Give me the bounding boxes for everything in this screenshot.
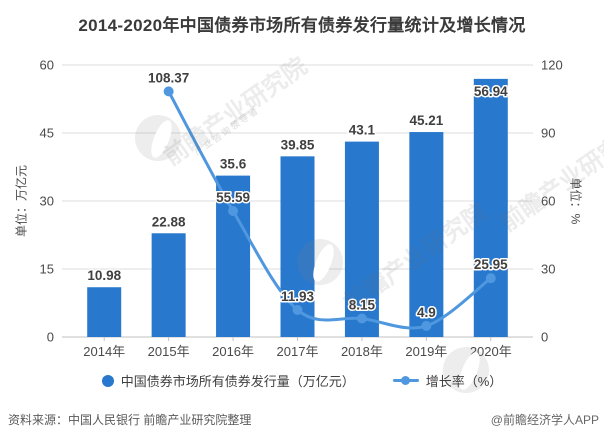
left-tick-label: 45 xyxy=(40,126,54,141)
right-axis-title: 单位：% xyxy=(568,177,583,225)
x-tick-label: 2016年 xyxy=(212,344,254,359)
right-tick-label: 0 xyxy=(541,330,548,345)
bar-value-label: 56.94 xyxy=(474,84,508,99)
legend-line-label: 增长率（%） xyxy=(425,374,503,389)
chart-title: 2014-2020年中国债券市场所有债券发行量统计及增长情况 xyxy=(78,16,526,35)
line-point xyxy=(163,86,174,97)
bar-value-label: 43.1 xyxy=(349,123,376,138)
watermark-logo-icon xyxy=(443,347,489,393)
bar xyxy=(151,233,186,337)
line-point xyxy=(356,313,367,324)
bar-value-label: 22.88 xyxy=(152,214,186,229)
x-tick-label: 2018年 xyxy=(341,344,383,359)
legend-item-growth: 增长率（%） xyxy=(392,371,503,390)
right-tick-label: 60 xyxy=(541,194,555,209)
data-source-text: 资料来源：中国人民银行 前瞻产业研究院整理 xyxy=(8,413,252,427)
bar-value-label: 35.6 xyxy=(220,157,247,172)
legend-line-marker-icon xyxy=(392,376,419,385)
line-point xyxy=(485,273,496,284)
bar-value-label: 39.85 xyxy=(281,137,315,152)
bar-value-label: 45.21 xyxy=(409,113,443,128)
line-value-label: 108.37 xyxy=(148,70,189,85)
bar xyxy=(87,287,122,337)
growth-line xyxy=(167,89,493,330)
right-tick-label: 90 xyxy=(541,126,555,141)
legend-bar-label: 中国债券市场所有债券发行量（万亿元） xyxy=(120,374,355,389)
line-value-label: 55.59 xyxy=(216,190,250,205)
line-point xyxy=(292,304,303,315)
legend-bar-marker-icon xyxy=(101,374,114,387)
right-tick-label: 120 xyxy=(541,58,563,73)
left-axis-title: 单位：万亿元 xyxy=(14,164,29,238)
bar-value-label: 10.98 xyxy=(87,268,121,283)
line-value-label: 4.9 xyxy=(417,305,436,320)
x-tick-label: 2015年 xyxy=(148,344,190,359)
left-tick-label: 15 xyxy=(40,262,54,277)
line-value-label: 11.93 xyxy=(281,289,315,304)
bar xyxy=(344,141,379,337)
bar xyxy=(409,132,444,337)
line-point xyxy=(421,320,432,331)
right-tick-label: 30 xyxy=(541,262,555,277)
x-tick-label: 2014年 xyxy=(83,344,125,359)
legend: 中国债券市场所有债券发行量（万亿元） 增长率（%） xyxy=(0,371,604,390)
legend-item-issuance: 中国债券市场所有债券发行量（万亿元） xyxy=(101,371,355,390)
x-tick-label: 2019年 xyxy=(405,344,447,359)
bar xyxy=(473,78,508,337)
watermark-logo-icon xyxy=(135,115,181,161)
watermark-logo-icon xyxy=(297,239,343,285)
x-tick-label: 2017年 xyxy=(277,344,319,359)
left-tick-label: 0 xyxy=(47,330,54,345)
bar xyxy=(216,175,251,337)
left-tick-label: 60 xyxy=(40,58,54,73)
credit-text: @前瞻经济学人APP xyxy=(490,413,599,427)
footer: 资料来源：中国人民银行 前瞻产业研究院整理 @前瞻经济学人APP xyxy=(0,409,604,429)
line-point xyxy=(228,205,239,216)
line-value-label: 25.95 xyxy=(474,257,508,272)
left-tick-label: 30 xyxy=(40,194,54,209)
line-value-label: 8.15 xyxy=(349,298,376,313)
